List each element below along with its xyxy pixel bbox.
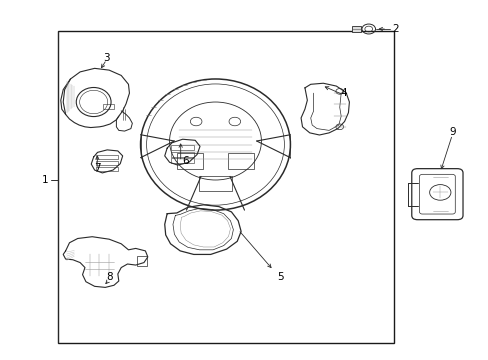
Bar [96,167,118,171]
Text: 3: 3 [103,53,110,63]
Bar [103,104,114,109]
Bar [171,145,194,150]
Text: 2: 2 [392,24,398,34]
Text: 9: 9 [448,127,455,137]
Text: 7: 7 [94,163,100,172]
Bar [351,26,360,32]
Bar [96,161,118,165]
Bar [58,31,393,343]
Bar [171,152,194,157]
Bar [227,153,254,169]
Text: 5: 5 [277,273,284,283]
Text: 4: 4 [340,88,346,98]
Bar [137,256,146,266]
Bar [198,176,232,191]
Bar [171,158,194,163]
Text: 8: 8 [105,273,112,283]
Text: 6: 6 [182,156,188,166]
Text: 1: 1 [42,175,48,185]
Bar [177,153,203,169]
Bar [96,155,118,159]
